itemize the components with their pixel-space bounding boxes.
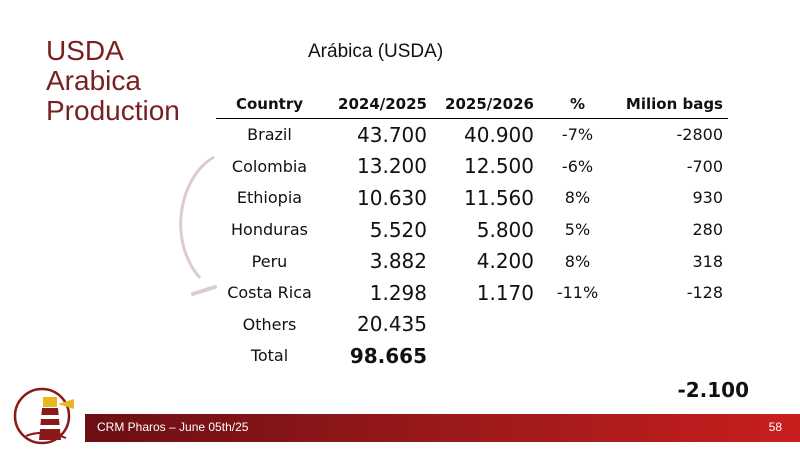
million-bags-cell: -700 (686, 156, 723, 176)
footer-bar: CRM Pharos – June 05th/25 58 (85, 414, 800, 442)
header-percent: % (539, 89, 616, 119)
million-bags-cell: -128 (686, 283, 723, 303)
value-2025-cell: 12.500 (464, 154, 534, 179)
percent-cell: 8% (564, 188, 591, 208)
value-2025-cell: 5.800 (476, 217, 534, 242)
million-bags-cell (616, 309, 728, 341)
slide-title: USDA Arabica Production (46, 35, 180, 126)
value-2024-cell: 13.200 (357, 154, 427, 179)
table-row: Brazil 43.700 40.900 -7% -2800 (216, 119, 728, 151)
table-total-row: Total 98.665 (216, 340, 728, 372)
production-table: Country 2024/2025 2025/2026 % Milion bag… (216, 89, 728, 372)
million-bags-cell: 280 (692, 220, 723, 240)
million-bags-cell (616, 340, 728, 372)
country-cell: Colombia (231, 156, 308, 176)
percent-cell: -6% (561, 156, 594, 176)
arc-decoration-icon (179, 155, 217, 296)
country-cell: Peru (251, 251, 288, 271)
country-cell: Others (242, 314, 297, 334)
value-2024-cell: 20.435 (357, 312, 427, 337)
million-bags-cell: -2800 (676, 125, 724, 145)
value-2024-cell: 43.700 (357, 122, 427, 147)
table-row: Peru 3.882 4.200 8% 318 (216, 245, 728, 277)
table-header-row: Country 2024/2025 2025/2026 % Milion bag… (216, 89, 728, 119)
value-2025-cell (432, 340, 539, 372)
percent-cell (539, 309, 616, 341)
million-bags-cell: 318 (692, 251, 723, 271)
value-2024-cell: 5.520 (369, 217, 427, 242)
value-2025-cell: 4.200 (476, 249, 534, 274)
percent-cell: 8% (564, 251, 591, 271)
total-2024-cell: 98.665 (349, 343, 427, 368)
footer-text: CRM Pharos – June 05th/25 (97, 420, 249, 434)
grand-total: -2.100 (677, 378, 749, 402)
table-row: Costa Rica 1.298 1.170 -11% -128 (216, 277, 728, 309)
table-row: Others 20.435 (216, 309, 728, 341)
value-2025-cell: 11.560 (464, 185, 534, 210)
value-2024-cell: 10.630 (357, 185, 427, 210)
value-2025-cell: 1.170 (476, 280, 534, 305)
table-row: Ethiopia 10.630 11.560 8% 930 (216, 182, 728, 214)
million-bags-cell: 930 (692, 188, 723, 208)
value-2025-cell (432, 309, 539, 341)
lighthouse-logo-icon (13, 387, 74, 445)
country-cell: Brazil (247, 125, 292, 145)
percent-cell (539, 340, 616, 372)
percent-cell: -11% (556, 283, 599, 303)
value-2025-cell: 40.900 (464, 122, 534, 147)
header-country: Country (216, 89, 323, 119)
percent-cell: -7% (561, 125, 594, 145)
table-caption: Arábica (USDA) (308, 41, 444, 62)
page-number: 58 (768, 420, 782, 434)
header-2024-2025: 2024/2025 (323, 89, 432, 119)
header-million-bags: Milion bags (616, 89, 728, 119)
country-cell: Ethiopia (236, 188, 303, 208)
country-cell: Honduras (231, 220, 308, 240)
percent-cell: 5% (564, 220, 591, 240)
value-2024-cell: 3.882 (369, 249, 427, 274)
value-2024-cell: 1.298 (369, 280, 427, 305)
table-row: Honduras 5.520 5.800 5% 280 (216, 214, 728, 246)
header-2025-2026: 2025/2026 (432, 89, 539, 119)
table-row: Colombia 13.200 12.500 -6% -700 (216, 151, 728, 183)
country-cell: Total (250, 346, 289, 366)
country-cell: Costa Rica (227, 283, 312, 303)
